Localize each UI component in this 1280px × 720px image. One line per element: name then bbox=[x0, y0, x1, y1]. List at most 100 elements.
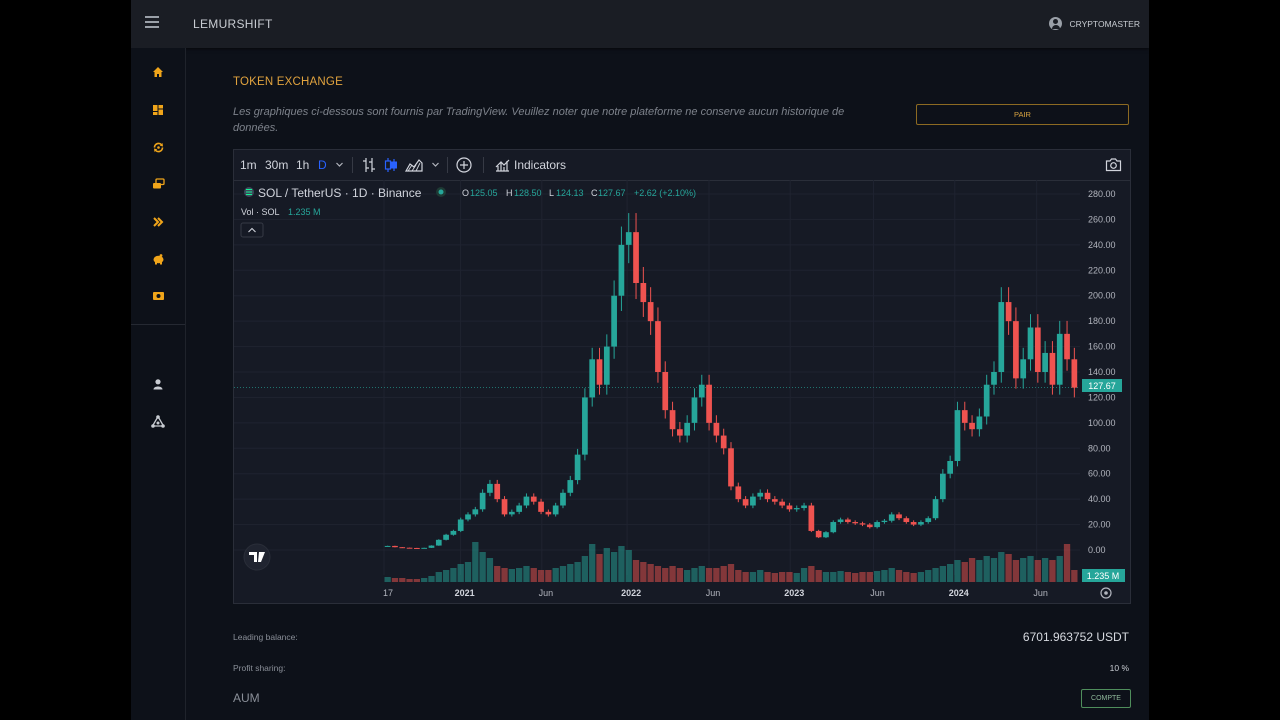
y-tick-label: 260.00 bbox=[1088, 214, 1116, 224]
candle-body bbox=[457, 519, 464, 531]
volume-bar bbox=[654, 566, 662, 582]
candle-body bbox=[888, 514, 895, 521]
collapse-legend-button[interactable] bbox=[240, 222, 264, 238]
volume-bar bbox=[596, 554, 603, 582]
pair-button[interactable]: PAIR bbox=[916, 104, 1129, 125]
sidebar-item-transfer[interactable] bbox=[131, 172, 185, 196]
candle-body bbox=[428, 545, 435, 548]
compare-plus-icon[interactable] bbox=[456, 157, 472, 173]
volume-bar bbox=[1027, 556, 1034, 582]
volume-bar bbox=[501, 568, 508, 582]
candle-body bbox=[523, 496, 530, 506]
volume-bar bbox=[793, 573, 800, 582]
area-chart-icon[interactable] bbox=[405, 158, 423, 172]
interval-dropdown-icon[interactable] bbox=[335, 160, 344, 169]
volume-bar bbox=[457, 564, 464, 582]
candle-body bbox=[392, 545, 398, 548]
dashboard-icon bbox=[153, 105, 163, 115]
toolbar-separator bbox=[447, 157, 448, 173]
candle-body bbox=[815, 530, 822, 538]
tradingview-chart[interactable]: 1m 30m 1h D Indicators bbox=[233, 149, 1131, 604]
hamburger-menu-icon[interactable] bbox=[145, 16, 159, 30]
volume-legend-label: Vol · SOL bbox=[241, 207, 280, 217]
candle-body bbox=[508, 511, 515, 515]
sidebar-item-savings[interactable] bbox=[131, 247, 185, 271]
bars-icon[interactable] bbox=[362, 157, 376, 173]
candles-icon[interactable] bbox=[384, 157, 398, 173]
y-tick-label: 20.00 bbox=[1088, 520, 1111, 530]
volume-bar bbox=[669, 566, 676, 582]
interval-30m[interactable]: 30m bbox=[265, 158, 289, 172]
candle-body bbox=[830, 522, 837, 533]
y-tick-label: 240.00 bbox=[1088, 240, 1116, 250]
candle-body bbox=[691, 397, 698, 423]
y-tick-label: 280.00 bbox=[1088, 189, 1116, 199]
candle-body bbox=[779, 501, 785, 506]
candle-body bbox=[421, 547, 428, 549]
candle-body bbox=[530, 496, 537, 502]
interval-1h[interactable]: 1h bbox=[296, 158, 310, 172]
candle-body bbox=[582, 397, 588, 455]
y-tick-label: 40.00 bbox=[1088, 494, 1111, 504]
volume-bar bbox=[421, 578, 428, 582]
volume-bar bbox=[947, 564, 954, 582]
ohlc-change: +2.62 (+2.10%) bbox=[634, 188, 696, 198]
candle-body bbox=[465, 514, 471, 520]
candle-body bbox=[633, 232, 639, 283]
sidebar-item-cash[interactable] bbox=[131, 284, 185, 308]
chart-settings-icon[interactable] bbox=[1100, 587, 1112, 599]
volume-bar bbox=[647, 564, 654, 582]
volume-bar bbox=[435, 572, 442, 582]
candle-body bbox=[1034, 327, 1041, 372]
sidebar-item-dashboard[interactable] bbox=[131, 98, 185, 122]
volume-bar bbox=[859, 572, 866, 582]
sidebar-item-home[interactable] bbox=[131, 60, 185, 84]
y-tick-label: 220.00 bbox=[1088, 265, 1116, 275]
account-circle-icon bbox=[1049, 17, 1063, 30]
sidebar-item-forward[interactable] bbox=[131, 210, 185, 234]
sidebar-item-exchange[interactable] bbox=[131, 135, 185, 159]
ohlc-low-label: L bbox=[549, 188, 554, 198]
volume-bar bbox=[479, 552, 486, 582]
sidebar-item-network[interactable] bbox=[131, 410, 185, 434]
volume-bar bbox=[961, 562, 968, 582]
volume-bar bbox=[1020, 558, 1027, 582]
candle-body bbox=[384, 545, 391, 547]
candle-body bbox=[1071, 359, 1078, 388]
volume-bar bbox=[757, 570, 764, 582]
interval-1m[interactable]: 1m bbox=[240, 158, 257, 172]
indicators-button[interactable]: Indicators bbox=[514, 158, 567, 172]
candle-body bbox=[954, 410, 961, 461]
price-chart[interactable]: 280.00 260.00 240.00 220.00 200.00 180.00 160.… bbox=[234, 180, 1130, 603]
candle-body bbox=[925, 518, 932, 523]
volume-bar bbox=[932, 568, 939, 582]
volume-bar bbox=[691, 568, 698, 582]
volume-bar bbox=[625, 550, 632, 582]
volume-bar bbox=[735, 570, 742, 582]
volume-bar bbox=[413, 579, 421, 582]
volume-bar bbox=[537, 570, 545, 582]
sidebar-item-profile[interactable] bbox=[131, 372, 185, 396]
interval-d[interactable]: D bbox=[318, 158, 327, 172]
volume-marker bbox=[1082, 569, 1125, 582]
x-tick-label: Jun bbox=[539, 588, 554, 598]
candle-body bbox=[596, 359, 603, 385]
volume-bar bbox=[384, 577, 391, 582]
candle-body bbox=[552, 505, 559, 515]
candle-body bbox=[1013, 321, 1019, 379]
chevrons-right-icon bbox=[153, 217, 164, 227]
volume-bar bbox=[895, 570, 903, 582]
user-menu[interactable]: CRYPTOMASTER bbox=[1049, 17, 1140, 30]
candle-body bbox=[501, 499, 508, 515]
chart-type-dropdown-icon[interactable] bbox=[431, 160, 440, 169]
volume-bar bbox=[486, 558, 494, 582]
camera-icon[interactable] bbox=[1105, 157, 1122, 172]
transfer-icon bbox=[152, 178, 165, 189]
exchange-icon bbox=[153, 142, 163, 152]
volume-bar bbox=[530, 568, 537, 582]
candle-body bbox=[903, 518, 910, 523]
indicators-icon[interactable] bbox=[495, 158, 510, 172]
compte-button[interactable]: COMPTE bbox=[1081, 689, 1131, 708]
candle-body bbox=[932, 499, 939, 519]
brand-name[interactable]: LEMURSHIFT bbox=[193, 17, 273, 31]
